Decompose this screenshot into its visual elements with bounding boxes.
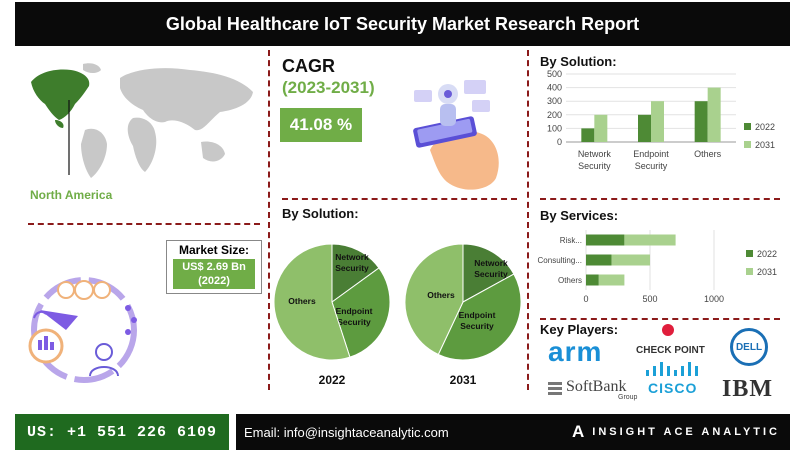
logo-checkpoint: CHECK POINT xyxy=(636,345,705,356)
pie-label: Network xyxy=(474,258,508,268)
logo-dell: DELL xyxy=(730,328,768,366)
logo-cisco: CISCO xyxy=(648,380,698,396)
y-tick-label: 300 xyxy=(547,96,562,106)
pie-label: Endpoint xyxy=(459,310,496,320)
market-size-box: Market Size: US$ 2.69 Bn (2022) xyxy=(166,240,262,294)
pie-label: Others xyxy=(288,296,316,306)
pie-label: Security xyxy=(460,321,494,331)
softbank-icon xyxy=(548,382,562,385)
x-tick-label: 0 xyxy=(583,294,588,304)
pie-label: Endpoint xyxy=(336,306,373,316)
pie-label: Network xyxy=(335,252,369,262)
world-map xyxy=(31,63,253,178)
y-tick-label: 500 xyxy=(547,69,562,79)
market-size-year: (2022) xyxy=(198,275,230,287)
logo-softbank: SoftBank xyxy=(566,378,627,395)
legend-swatch-2022 xyxy=(746,250,753,257)
footer-phone: US: +1 551 226 6109 xyxy=(15,414,229,450)
checkpoint-icon xyxy=(662,324,674,336)
bar-2031 xyxy=(624,234,676,246)
bar-2022 xyxy=(581,128,595,142)
region-label: North America xyxy=(30,188,113,202)
cagr-period: (2023-2031) xyxy=(282,78,375,97)
pie-label: Security xyxy=(335,263,369,273)
y-tick-label: Consulting... xyxy=(538,256,582,265)
bar-2022 xyxy=(586,254,612,266)
divider-right-h2 xyxy=(540,318,780,320)
pie-slice xyxy=(273,243,351,361)
divider-right xyxy=(527,50,529,390)
hand-phone-illustration xyxy=(413,80,499,190)
pie-slice xyxy=(437,273,522,361)
services-bar-chart: 0 500 1000 Risk... Consulting... Others 2022 20… xyxy=(538,230,777,304)
bar-2022 xyxy=(586,274,599,286)
legend-label: 2031 xyxy=(757,267,777,277)
x-tick-label: Network xyxy=(578,149,612,159)
footer-brand: INSIGHT ACE ANALYTIC xyxy=(592,426,780,438)
solution-pie-charts: NetworkSecurityEndpointSecurityOthers202… xyxy=(273,243,522,387)
bar-2031 xyxy=(651,101,664,142)
solution-bar-title: By Solution: xyxy=(540,54,617,69)
y-tick-label: 0 xyxy=(557,137,562,147)
report-title: Global Healthcare IoT Security Market Re… xyxy=(165,13,640,34)
y-tick-label: Others xyxy=(558,276,582,285)
y-tick-label: 100 xyxy=(547,123,562,133)
cagr-value: 41.08 % xyxy=(280,108,362,142)
legend-label: 2031 xyxy=(755,140,775,150)
pie-slice xyxy=(404,243,464,356)
bar-2031 xyxy=(707,87,721,142)
brand-icon: A xyxy=(571,422,585,441)
footer-bar: Email: info@insightaceanalytic.com A INS… xyxy=(236,414,790,450)
legend-swatch-2022 xyxy=(744,123,751,130)
market-size-value: US$ 2.69 Bn xyxy=(182,261,246,273)
bar-2031 xyxy=(598,274,625,286)
x-tick-label: Others xyxy=(694,149,722,159)
x-tick-label: 1000 xyxy=(704,294,724,304)
services-bar-title: By Services: xyxy=(540,208,619,223)
divider-left xyxy=(268,50,270,390)
pie-slice xyxy=(331,243,380,303)
y-tick-label: 400 xyxy=(547,83,562,93)
x-tick-label: Security xyxy=(578,161,611,171)
bar-2031 xyxy=(594,114,608,142)
solution-bar-chart: 0 100 200 300 400 500 Network Security Endpoint S… xyxy=(547,69,775,171)
market-size-label: Market Size: xyxy=(178,243,250,257)
cagr-label: CAGR xyxy=(282,56,335,76)
x-tick-label: 500 xyxy=(642,294,657,304)
cisco-bars-icon xyxy=(646,362,698,376)
y-tick-label: Risk... xyxy=(560,236,582,245)
pie-label: Security xyxy=(337,317,371,327)
report-title-banner: Global Healthcare IoT Security Market Re… xyxy=(15,2,790,46)
pie-label: Security xyxy=(474,269,508,279)
pie-label: Others xyxy=(427,290,455,300)
bar-2022 xyxy=(638,114,651,142)
divider-left-h xyxy=(28,223,260,225)
logo-softbank-group: Group xyxy=(618,394,638,401)
logo-arm: arm xyxy=(548,336,603,367)
security-illustration xyxy=(28,277,137,383)
legend-label: 2022 xyxy=(757,249,777,259)
footer-email[interactable]: Email: info@insightaceanalytic.com xyxy=(244,424,449,440)
pie-slice xyxy=(331,267,391,358)
x-tick-label: Endpoint xyxy=(633,149,669,159)
legend-label: 2022 xyxy=(755,122,775,132)
bar-2031 xyxy=(611,254,650,266)
divider-right-h1 xyxy=(540,198,780,200)
legend-swatch-2031 xyxy=(746,268,753,275)
legend-swatch-2031 xyxy=(744,141,751,148)
bar-2022 xyxy=(694,101,708,142)
pie-name: 2031 xyxy=(450,373,477,387)
solution-pie-title: By Solution: xyxy=(282,206,359,221)
key-players-label: Key Players: xyxy=(540,322,619,337)
y-tick-label: 200 xyxy=(547,110,562,120)
pie-slice xyxy=(462,243,515,303)
logo-ibm: IBM xyxy=(722,376,773,402)
pie-name: 2022 xyxy=(319,373,346,387)
divider-mid-h xyxy=(282,198,517,200)
bar-2022 xyxy=(586,234,625,246)
x-tick-label: Security xyxy=(635,161,668,171)
